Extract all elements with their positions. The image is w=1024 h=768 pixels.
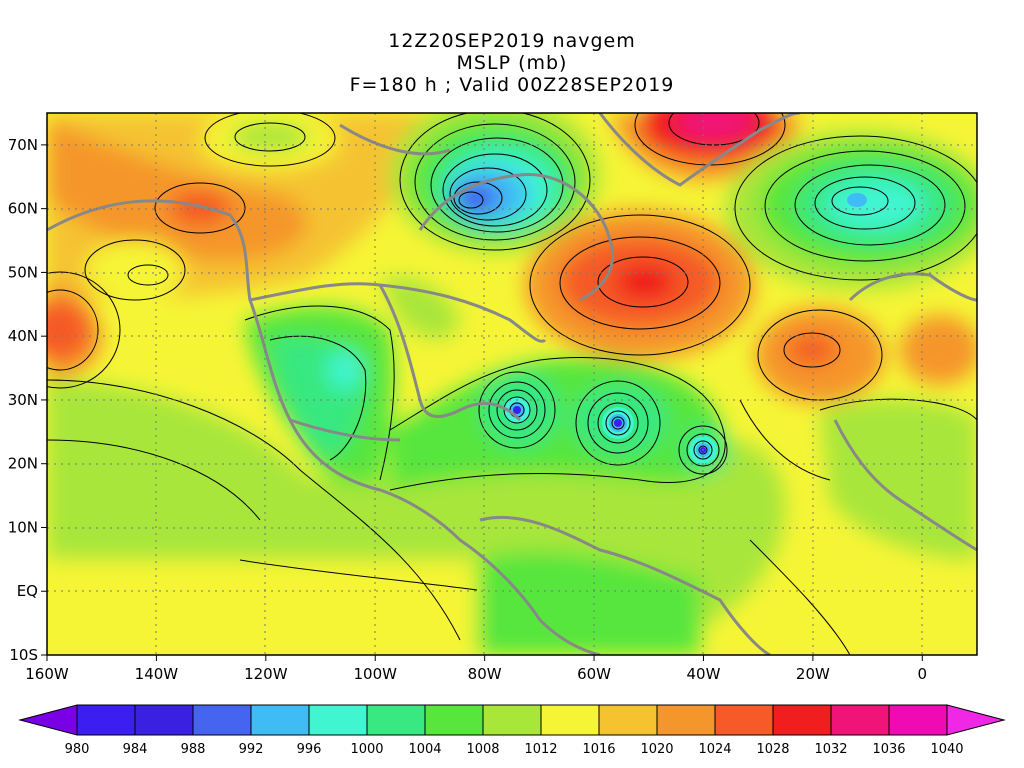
lon-tick-label: 140W <box>135 665 179 683</box>
colorbar-label: 984 <box>123 742 148 757</box>
colorbar-label: 980 <box>65 742 90 757</box>
colorbar-swatch <box>714 704 774 736</box>
lat-tick-label: 10N <box>8 518 38 536</box>
lon-tick-label: 0 <box>918 665 928 683</box>
colorbar-swatch <box>888 704 948 736</box>
lon-tick-label: 100W <box>354 665 398 683</box>
colorbar-swatch <box>366 704 426 736</box>
latitude-axis: 70N 60N 50N 40N 30N 20N 10N EQ 10S <box>8 136 47 664</box>
colorbar-label: 988 <box>181 742 206 757</box>
colorbar-swatch <box>598 704 658 736</box>
colorbar-label: 1028 <box>756 742 789 757</box>
map-frame <box>46 112 978 656</box>
colorbar-swatch <box>656 704 716 736</box>
colorbar-swatch <box>772 704 832 736</box>
title-valid: F=180 h ; Valid 00Z28SEP2019 <box>349 74 675 96</box>
field-1024-alaska <box>47 120 308 262</box>
colorbar-swatch <box>250 704 310 736</box>
map-title: 12Z20SEP2019 navgem MSLP (mb) F=180 h ; … <box>0 30 1024 96</box>
lat-tick-label: 50N <box>8 263 38 281</box>
lat-tick-label: 10S <box>9 646 38 664</box>
field-1028-pacific-high <box>47 300 90 360</box>
lon-tick-label: 40W <box>687 665 721 683</box>
lon-tick-label: 80W <box>468 665 502 683</box>
colorbar-label: 1036 <box>872 742 905 757</box>
graticule <box>47 113 977 655</box>
isobars <box>47 113 977 655</box>
field-1012-plains <box>380 277 460 339</box>
coastlines <box>47 113 977 655</box>
lon-tick-label: 60W <box>577 665 611 683</box>
lon-tick-label: 160W <box>25 665 69 683</box>
colorbar-label: 1032 <box>814 742 847 757</box>
lat-tick-label: 40N <box>8 327 38 345</box>
field-1036-greenland <box>675 113 755 140</box>
field-1000-sw <box>327 350 363 390</box>
lon-tick-label: 20W <box>796 665 830 683</box>
colorbar-label: 1000 <box>350 742 383 757</box>
title-variable: MSLP (mb) <box>456 52 568 74</box>
lat-tick-label: 30N <box>8 391 38 409</box>
colorbar-label: 1008 <box>466 742 499 757</box>
colorbar-label: 1012 <box>524 742 557 757</box>
colorbar-label: 992 <box>239 742 264 757</box>
field-1012-africa <box>820 399 977 560</box>
colorbar-high-arrow <box>946 704 1006 736</box>
map-area <box>47 113 977 655</box>
field-1012-arctic <box>230 122 310 152</box>
colorbar-swatch <box>830 704 890 736</box>
colorbar-label: 1040 <box>930 742 963 757</box>
colorbar-label: 1004 <box>408 742 441 757</box>
colorbar-label: 1016 <box>582 742 615 757</box>
colorbar-label: 996 <box>297 742 322 757</box>
title-run: 12Z20SEP2019 navgem <box>388 30 636 52</box>
field-1008-samerica <box>477 551 700 655</box>
field-1028-azores <box>787 335 837 365</box>
colorbar-swatch <box>424 704 484 736</box>
colorbar-label: 1024 <box>698 742 731 757</box>
colorbar-swatch <box>76 704 136 736</box>
lat-tick-label: EQ <box>17 582 38 600</box>
colorbar-swatch <box>192 704 252 736</box>
field-1016-south-pacific <box>47 560 477 655</box>
colorbar: 980 984 988 992 996 1000 1004 1008 1012 1016 1020 1… <box>18 704 1006 757</box>
colorbar-label: 1020 <box>640 742 673 757</box>
colorbar-swatch <box>134 704 194 736</box>
lon-tick-label: 120W <box>244 665 288 683</box>
field-1024-iberia <box>900 315 977 385</box>
field-988-hudson <box>460 193 480 207</box>
lat-tick-label: 20N <box>8 455 38 473</box>
colorbar-low-arrow <box>18 704 78 736</box>
colorbar-swatch <box>540 704 600 736</box>
field-1000-europe <box>825 180 925 230</box>
longitude-axis: 160W 140W 120W 100W 80W 60W 40W 20W 0 <box>25 655 927 683</box>
lat-tick-label: 60N <box>8 200 38 218</box>
field-1028-yukon <box>170 190 230 226</box>
field-1016-gulf-alaska <box>85 240 185 300</box>
lat-tick-label: 70N <box>8 136 38 154</box>
colorbar-swatch <box>308 704 368 736</box>
colorbar-swatch <box>482 704 542 736</box>
field-1032-atlantic <box>615 264 675 300</box>
